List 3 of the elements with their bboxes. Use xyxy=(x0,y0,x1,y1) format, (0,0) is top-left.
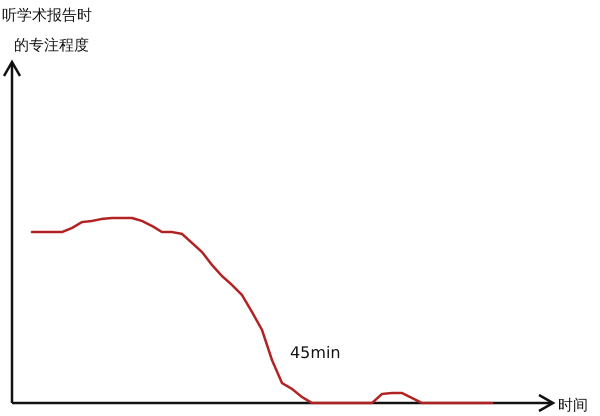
x-axis-title: 时间 xyxy=(558,396,588,414)
text: 听学术报告时的专注程度 xyxy=(2,6,92,54)
annotation: 45min xyxy=(290,343,341,362)
